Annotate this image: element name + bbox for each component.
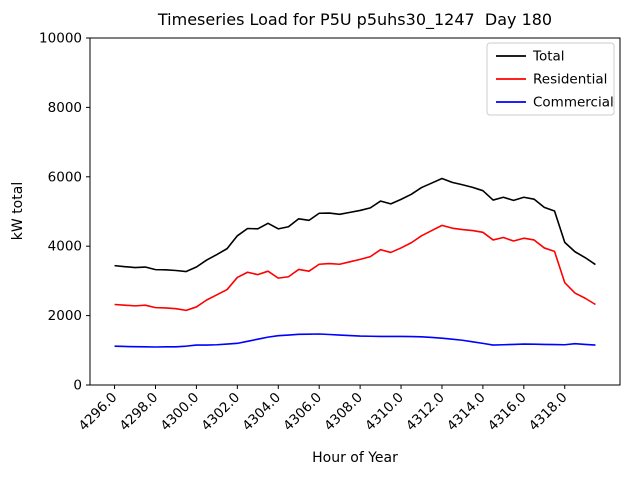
legend: Total Residential Commercial [486,42,615,116]
x-tick-label: 4316.0 [485,390,530,435]
plot-spines [89,37,621,386]
y-tick-label: 4000 [48,239,82,255]
x-tick-label: 4306.0 [280,390,325,435]
x-tick-label: 4310.0 [362,390,407,435]
x-tick-label: 4296.0 [76,390,121,435]
x-tick-label: 4312.0 [403,390,448,435]
legend-label-commercial: Commercial [533,95,614,111]
chart-title: Timeseries Load for P5U p5uhs30_1247 Day… [157,10,552,30]
x-tick-label: 4314.0 [444,390,489,435]
y-tick-label: 6000 [48,169,82,185]
x-tick-label: 4302.0 [198,390,243,435]
x-tick-label: 4304.0 [239,390,284,435]
series-lines [114,177,596,348]
x-tick-label: 4318.0 [526,390,571,435]
series-line-total [114,177,596,273]
x-tick-label: 4300.0 [158,390,203,435]
y-tick-label: 8000 [48,100,82,116]
x-tick-label: 4308.0 [321,390,366,435]
x-tick-label: 4298.0 [117,390,162,435]
legend-label-residential: Residential [533,72,607,88]
series-line-residential [114,224,596,312]
y-tick-label: 2000 [48,308,82,324]
y-axis-label: kW total [10,182,26,240]
legend-box [486,42,615,116]
y-tick-label: 10000 [39,31,82,47]
y-tick-label: 0 [73,378,82,394]
x-axis-label: Hour of Year [312,450,398,466]
series-line-commercial [114,333,596,348]
legend-label-total: Total [532,49,565,65]
